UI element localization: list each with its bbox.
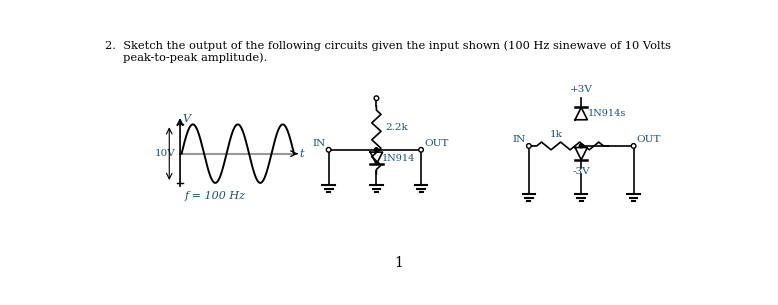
Circle shape — [326, 148, 331, 152]
Circle shape — [374, 148, 378, 152]
Text: f = 100 Hz: f = 100 Hz — [184, 191, 245, 201]
Text: 1N914: 1N914 — [382, 154, 415, 163]
Text: 10V: 10V — [155, 149, 175, 158]
Text: 1: 1 — [394, 256, 403, 270]
Text: 2.  Sketch the output of the following circuits given the input shown (100 Hz si: 2. Sketch the output of the following ci… — [104, 41, 671, 51]
Text: 2.2k: 2.2k — [386, 123, 408, 131]
Circle shape — [419, 148, 423, 152]
Text: t: t — [300, 149, 304, 160]
Text: 1N914s: 1N914s — [587, 109, 626, 118]
Circle shape — [527, 144, 531, 148]
Text: V: V — [182, 113, 191, 124]
Circle shape — [580, 144, 584, 148]
Text: OUT: OUT — [424, 139, 448, 148]
Text: OUT: OUT — [636, 135, 661, 144]
Text: 1k: 1k — [549, 130, 562, 139]
Text: +3V: +3V — [569, 85, 593, 94]
Text: peak-to-peak amplitude).: peak-to-peak amplitude). — [104, 52, 267, 63]
Circle shape — [631, 144, 636, 148]
Text: -3V: -3V — [573, 167, 590, 177]
Text: IN: IN — [312, 139, 325, 148]
Text: IN: IN — [513, 135, 526, 144]
Circle shape — [374, 96, 379, 101]
